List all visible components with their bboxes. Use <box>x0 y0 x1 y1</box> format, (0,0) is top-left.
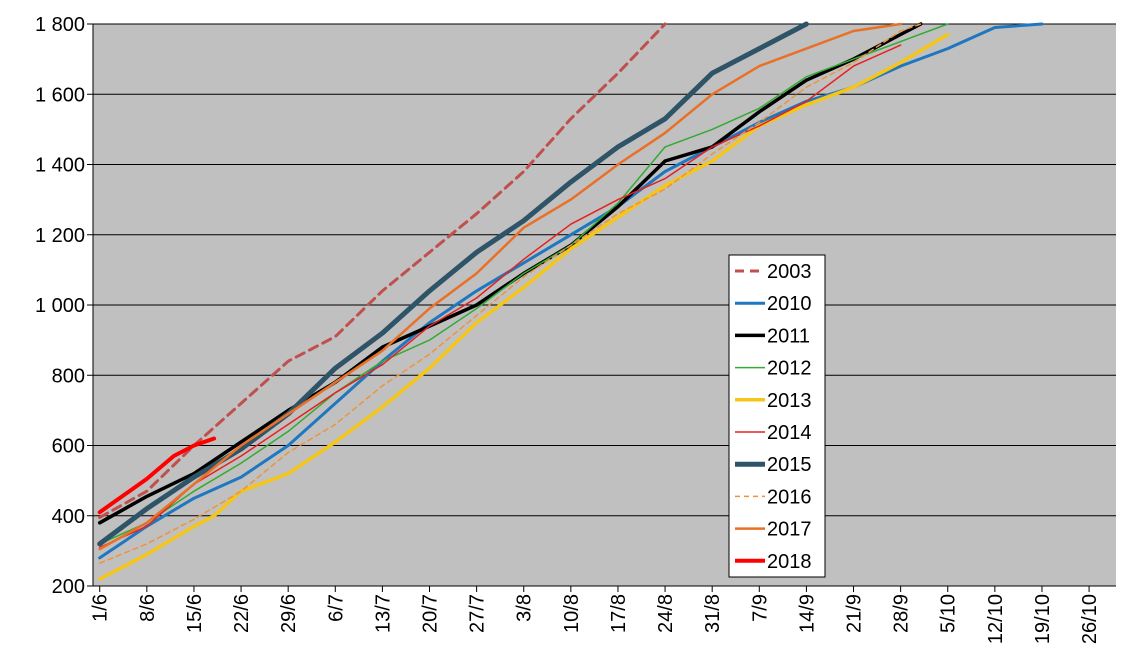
x-tick-label: 27/7 <box>467 594 489 633</box>
series-line-2015 <box>97 21 809 547</box>
legend-box <box>728 254 826 578</box>
legend-label-2013: 2013 <box>767 390 812 412</box>
legend-label-2010: 2010 <box>767 293 812 315</box>
y-tick-label: 400 <box>52 506 85 528</box>
x-tick-label: 28/9 <box>891 594 913 633</box>
series-line-2017 <box>98 22 902 551</box>
y-tick-label: 200 <box>52 576 85 598</box>
x-tick-label: 7/9 <box>749 594 771 622</box>
x-tick-label: 17/8 <box>608 594 630 633</box>
legend-label-2016: 2016 <box>767 486 812 508</box>
y-tick-label: 800 <box>52 365 85 387</box>
series-line-2012 <box>98 23 949 545</box>
x-tick-label: 6/7 <box>325 594 347 622</box>
legend-label-2011: 2011 <box>767 325 810 347</box>
x-tick-label: 5/10 <box>938 594 960 633</box>
y-tick-label: 1 400 <box>35 155 85 177</box>
x-tick-label: 10/8 <box>561 594 583 633</box>
x-tick-label: 12/10 <box>985 594 1007 644</box>
legend-label-2012: 2012 <box>767 358 812 380</box>
series-line-2010 <box>98 22 1044 560</box>
legend-label-2017: 2017 <box>767 519 812 541</box>
legend-label-2015: 2015 <box>767 454 812 476</box>
x-tick-label: 21/9 <box>844 594 866 633</box>
x-tick-label: 31/8 <box>702 594 724 633</box>
series-line-2016 <box>98 23 922 564</box>
legend-label-2014: 2014 <box>767 422 812 444</box>
y-tick-label: 1 000 <box>35 295 85 317</box>
x-tick-label: 22/6 <box>231 594 253 633</box>
x-tick-label: 1/6 <box>90 594 112 622</box>
series-line-2018 <box>97 436 217 515</box>
x-tick-label: 26/10 <box>1079 594 1101 644</box>
y-tick-label: 1 200 <box>35 225 85 247</box>
y-tick-label: 1 600 <box>35 84 85 106</box>
legend-label-2003: 2003 <box>767 261 812 283</box>
x-tick-label: 3/8 <box>514 594 536 622</box>
y-tick-label: 600 <box>52 436 85 458</box>
x-tick-label: 13/7 <box>372 594 394 633</box>
x-tick-label: 19/10 <box>1032 594 1054 644</box>
x-tick-label: 14/9 <box>796 594 818 633</box>
series-line-2013 <box>97 32 950 581</box>
x-tick-label: 20/7 <box>420 594 442 633</box>
legend-label-2018: 2018 <box>767 551 812 573</box>
x-tick-label: 24/8 <box>655 594 677 633</box>
x-tick-label: 8/6 <box>137 594 159 622</box>
x-tick-label: 29/6 <box>278 594 300 633</box>
x-tick-label: 15/6 <box>184 594 206 633</box>
y-tick-label: 1 800 <box>35 14 85 36</box>
series-line-2014 <box>98 44 902 549</box>
